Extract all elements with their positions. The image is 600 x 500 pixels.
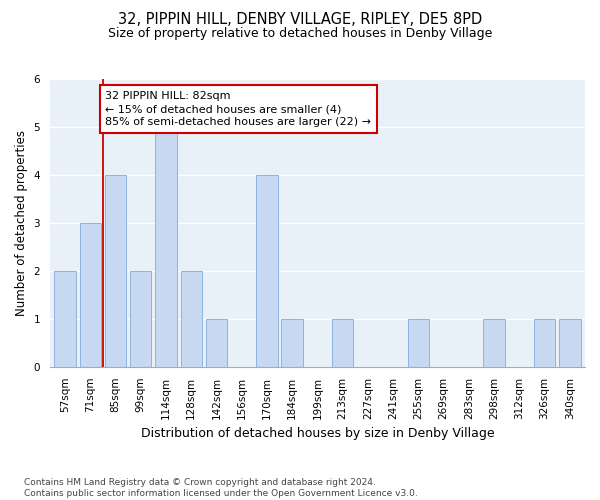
Bar bbox=[130, 271, 151, 367]
X-axis label: Distribution of detached houses by size in Denby Village: Distribution of detached houses by size … bbox=[140, 427, 494, 440]
Text: Contains HM Land Registry data © Crown copyright and database right 2024.
Contai: Contains HM Land Registry data © Crown c… bbox=[24, 478, 418, 498]
Y-axis label: Number of detached properties: Number of detached properties bbox=[15, 130, 28, 316]
Bar bbox=[256, 175, 278, 367]
Bar bbox=[80, 223, 101, 367]
Bar bbox=[332, 319, 353, 367]
Bar bbox=[484, 319, 505, 367]
Bar bbox=[206, 319, 227, 367]
Bar bbox=[181, 271, 202, 367]
Text: Size of property relative to detached houses in Denby Village: Size of property relative to detached ho… bbox=[108, 28, 492, 40]
Bar bbox=[534, 319, 556, 367]
Bar bbox=[105, 175, 126, 367]
Bar bbox=[55, 271, 76, 367]
Text: 32 PIPPIN HILL: 82sqm
← 15% of detached houses are smaller (4)
85% of semi-detac: 32 PIPPIN HILL: 82sqm ← 15% of detached … bbox=[106, 91, 371, 128]
Text: 32, PIPPIN HILL, DENBY VILLAGE, RIPLEY, DE5 8PD: 32, PIPPIN HILL, DENBY VILLAGE, RIPLEY, … bbox=[118, 12, 482, 28]
Bar bbox=[155, 127, 177, 367]
Bar bbox=[559, 319, 581, 367]
Bar bbox=[407, 319, 429, 367]
Bar bbox=[281, 319, 303, 367]
